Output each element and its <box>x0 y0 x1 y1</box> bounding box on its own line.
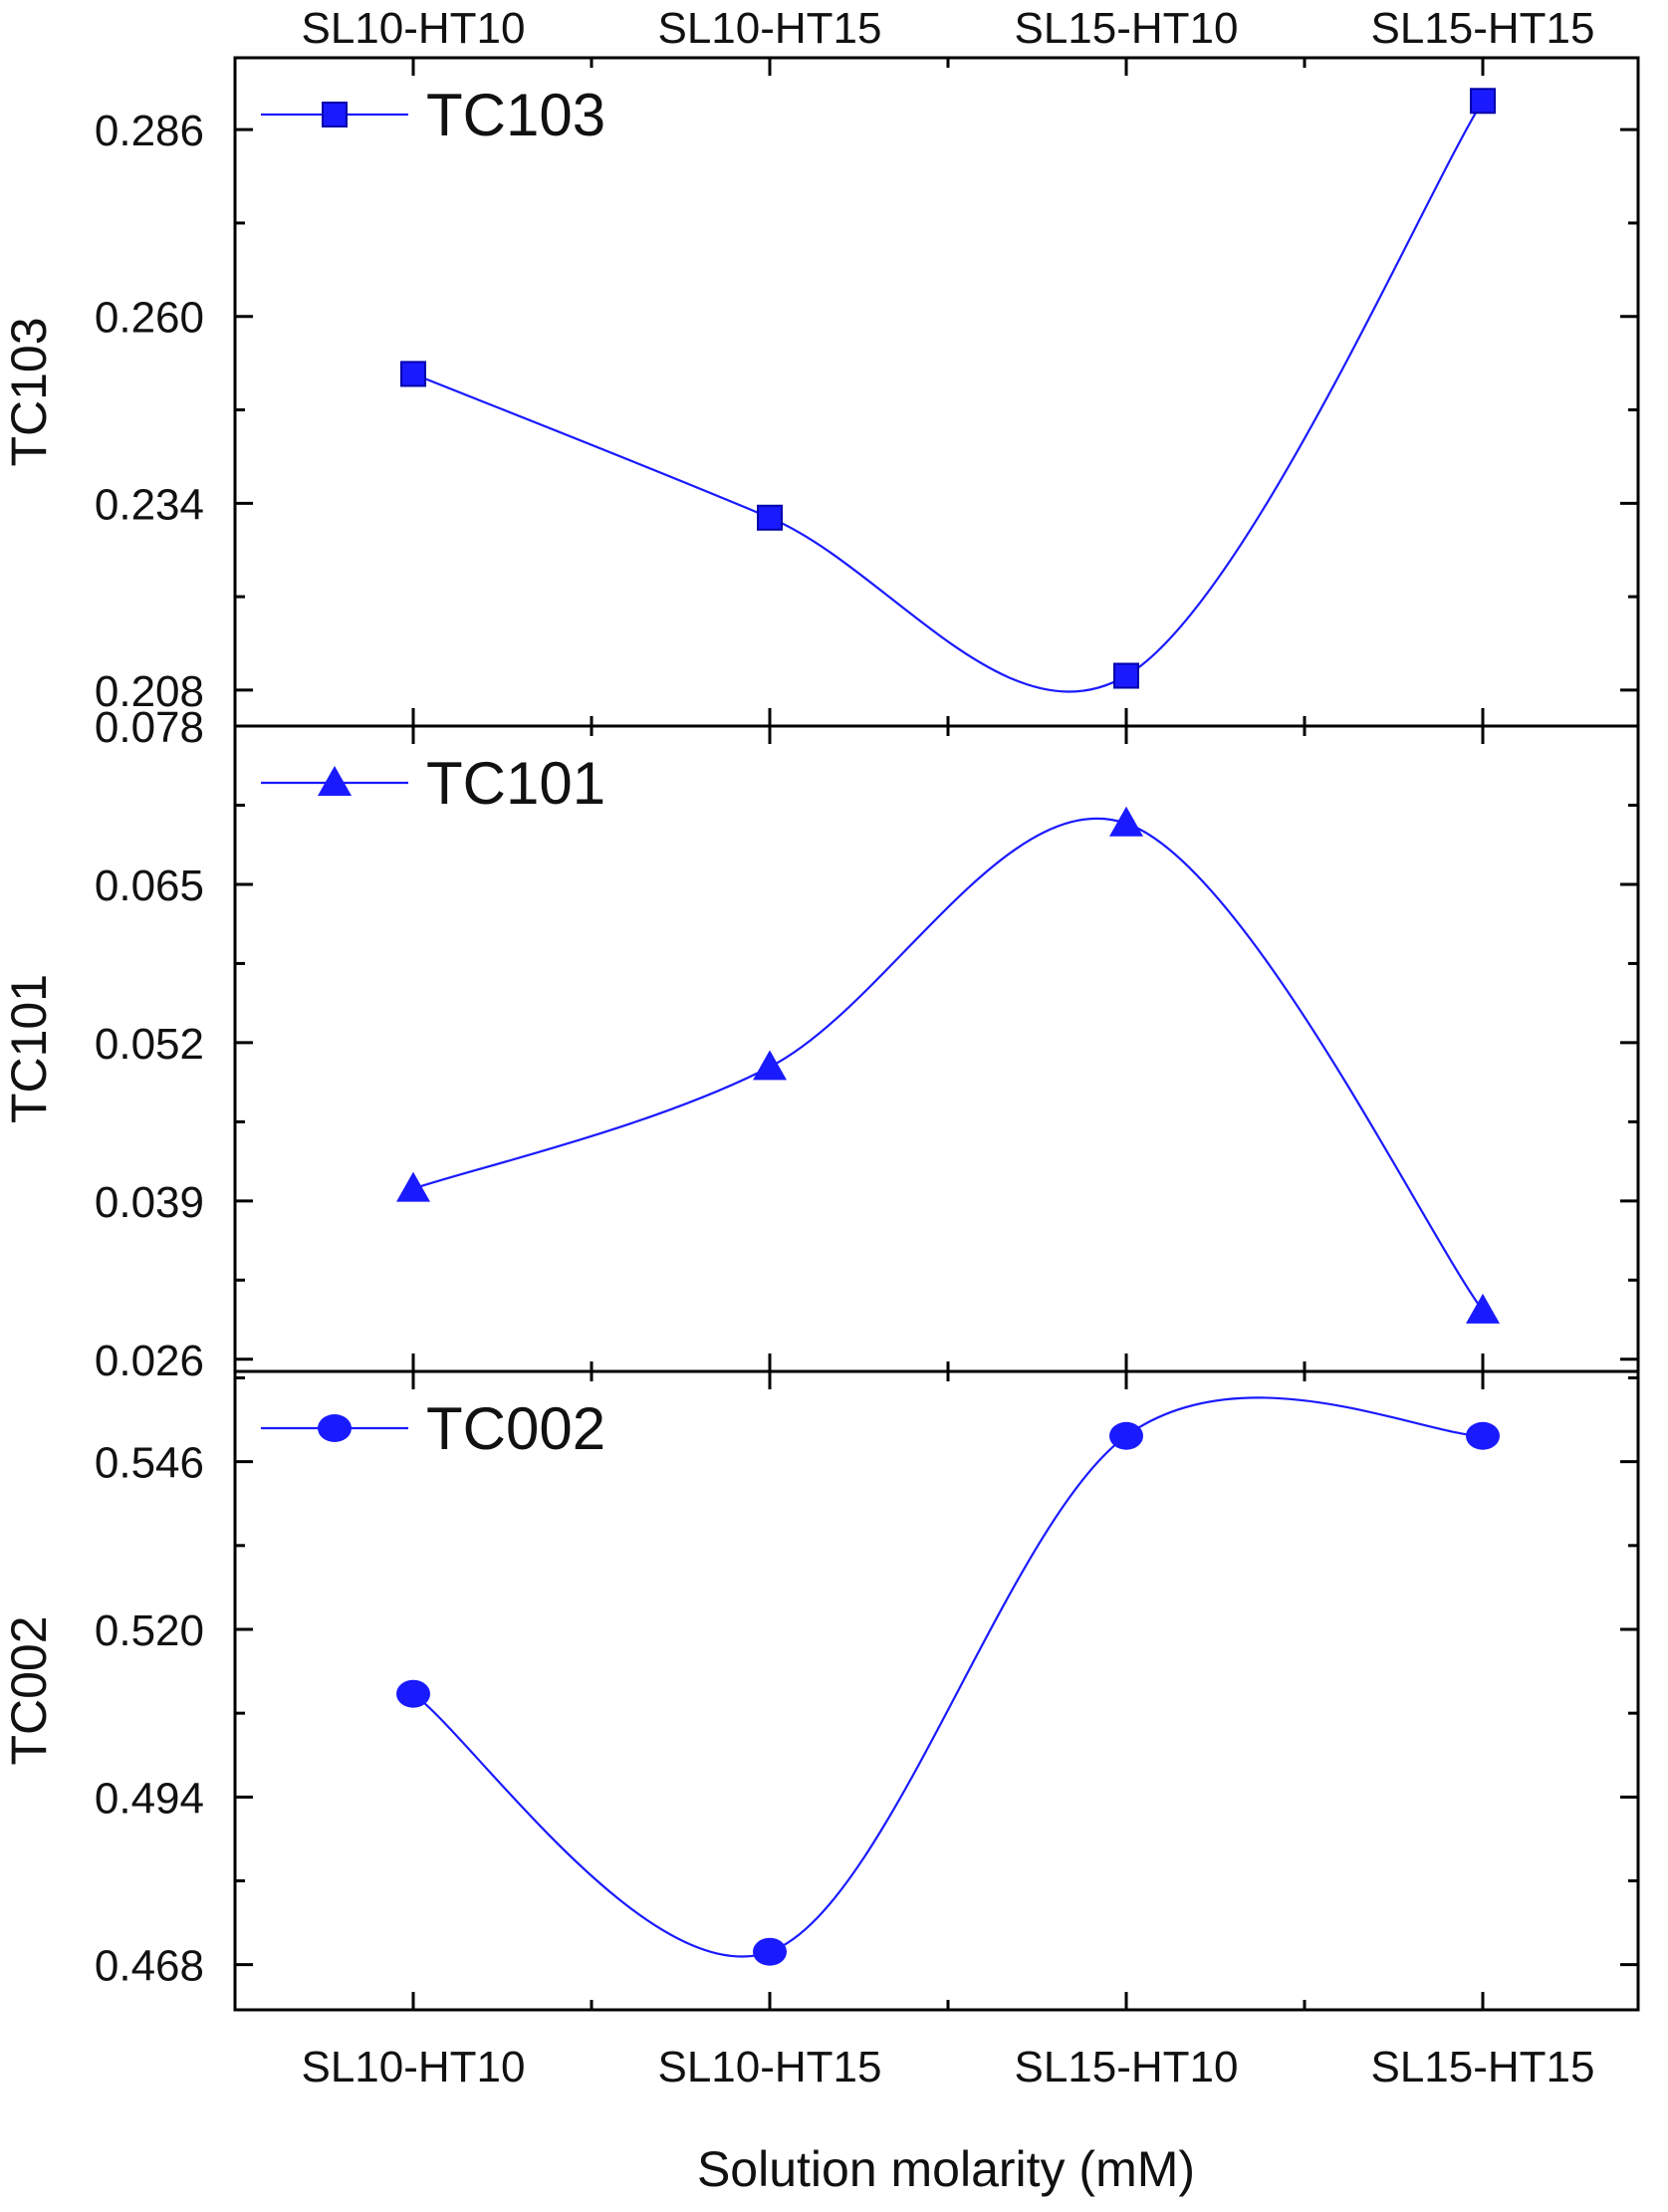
data-point-tc101-1 <box>396 1171 430 1202</box>
legend-marker <box>318 766 352 796</box>
series-line-tc101 <box>412 817 1484 1312</box>
data-point-tc002-1 <box>396 1679 430 1708</box>
y-tick-label: 0.546 <box>95 1439 204 1488</box>
plot-frame <box>233 1369 1640 2012</box>
y-tick-label: 0.260 <box>95 294 204 343</box>
y-tick-label: 0.039 <box>95 1178 204 1227</box>
legend: TC101 <box>261 750 605 817</box>
legend-label: TC002 <box>426 1395 605 1462</box>
y-axis-title: TC103 <box>1 317 57 466</box>
data-point-tc103-3 <box>1113 662 1139 689</box>
legend-label: TC101 <box>426 750 605 817</box>
legend-marker <box>322 102 348 127</box>
data-point-tc103-2 <box>757 504 783 531</box>
top-category-label: SL10-HT10 <box>301 4 525 53</box>
y-tick-label: 0.052 <box>95 1020 204 1069</box>
plot-frame <box>233 56 1640 728</box>
x-category-label: SL15-HT10 <box>1014 2043 1238 2091</box>
y-tick-label: 0.468 <box>95 1942 204 1991</box>
data-point-tc101-2 <box>753 1050 787 1081</box>
y-tick-label: 0.520 <box>95 1606 204 1655</box>
data-point-tc101-4 <box>1466 1293 1500 1324</box>
legend-label: TC103 <box>426 82 605 148</box>
top-category-label: SL10-HT15 <box>657 4 881 53</box>
data-point-tc002-4 <box>1466 1421 1500 1450</box>
y-tick-label: 0.234 <box>95 480 204 529</box>
y-tick-label: 0.078 <box>95 703 204 752</box>
panel-tc101: 0.078 0.065 0.052 0.039 0.026 TC101 TC101 <box>1 703 1640 1385</box>
y-tick-label: 0.208 <box>95 667 204 716</box>
top-category-label: SL15-HT10 <box>1014 4 1238 53</box>
data-point-tc103-1 <box>400 361 426 387</box>
y-axis-title: TC101 <box>1 974 57 1123</box>
series-line-tc103 <box>412 100 1484 693</box>
data-point-tc101-3 <box>1109 806 1143 837</box>
category-axis-labels: SL10-HT10 SL10-HT15 SL15-HT10 SL15-HT15 SL10… <box>301 4 1594 2091</box>
y-tick-label: 0.065 <box>95 861 204 910</box>
x-category-label: SL10-HT10 <box>301 2043 525 2091</box>
data-point-tc002-2 <box>753 1937 787 1966</box>
plot-frame <box>233 724 1640 1373</box>
panel-tc103: 0.286 0.260 0.234 0.208 TC103 TC103 <box>1 56 1640 728</box>
legend: TC002 <box>261 1395 605 1462</box>
legend: TC103 <box>261 82 605 148</box>
top-category-label: SL15-HT15 <box>1370 4 1594 53</box>
x-category-label: SL15-HT15 <box>1370 2043 1594 2091</box>
y-tick-label: 0.026 <box>95 1337 204 1385</box>
panel-tc002: 0.546 0.520 0.494 0.468 TC002 TC002 <box>1 1369 1640 2012</box>
data-point-tc002-3 <box>1109 1421 1143 1450</box>
x-category-label: SL10-HT15 <box>657 2043 881 2091</box>
y-tick-label: 0.286 <box>95 107 204 155</box>
y-tick-label: 0.494 <box>95 1774 204 1823</box>
data-point-tc103-4 <box>1470 88 1496 115</box>
legend-marker <box>318 1414 352 1442</box>
y-axis-title: TC002 <box>1 1615 57 1765</box>
series-line-tc002 <box>412 1396 1484 1958</box>
chart-panels: 0.286 0.260 0.234 0.208 TC103 TC103 0.078 0.065… <box>1 56 1640 2012</box>
x-axis-title: Solution molarity (mM) <box>697 2141 1195 2197</box>
